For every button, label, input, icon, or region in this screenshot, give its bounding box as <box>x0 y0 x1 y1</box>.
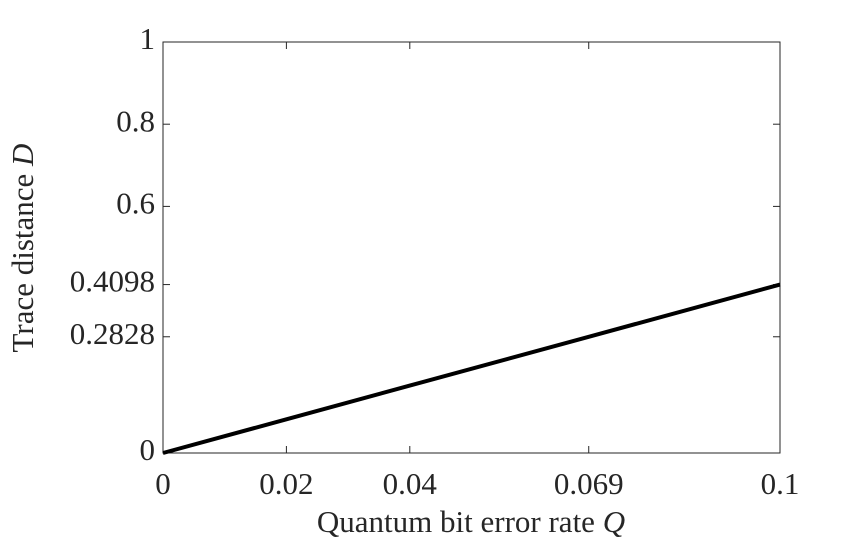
y-axis-label: Trace distance D <box>5 144 40 353</box>
x-tick-label: 0.04 <box>383 466 438 501</box>
line <box>162 282 781 455</box>
y-tick-label: 0 <box>140 432 156 467</box>
x-axis-label-text: Quantum bit error rate <box>317 504 595 539</box>
y-tick-label: 1 <box>140 21 156 56</box>
y-tick-label: 0.2828 <box>70 316 155 351</box>
y-tick-label: 0.6 <box>116 186 155 221</box>
y-axis-label-text: Trace distance <box>5 174 40 353</box>
y-tick-label: 0.8 <box>116 103 155 138</box>
x-axis-label: Quantum bit error rate Q <box>317 504 625 539</box>
x-tick-label: 0.069 <box>554 466 624 501</box>
x-tick-label: 0 <box>155 466 171 501</box>
plot-frame <box>162 41 781 454</box>
x-tick-label: 0.02 <box>259 466 313 501</box>
y-axis-symbol: D <box>5 144 40 167</box>
y-tick-label: 0.4098 <box>70 264 155 299</box>
x-tick-label: 0.1 <box>761 466 800 501</box>
x-axis-symbol: Q <box>603 504 625 539</box>
